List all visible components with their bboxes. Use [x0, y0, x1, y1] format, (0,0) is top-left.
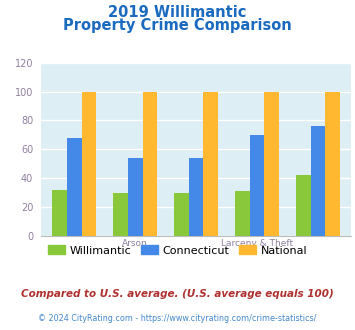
- Text: © 2024 CityRating.com - https://www.cityrating.com/crime-statistics/: © 2024 CityRating.com - https://www.city…: [38, 314, 317, 323]
- Bar: [174, 193, 189, 236]
- Bar: [325, 91, 340, 236]
- Text: Property Crime Comparison: Property Crime Comparison: [63, 18, 292, 33]
- Bar: [296, 175, 311, 236]
- Bar: [143, 91, 157, 236]
- Bar: [203, 91, 218, 236]
- Text: Compared to U.S. average. (U.S. average equals 100): Compared to U.S. average. (U.S. average …: [21, 289, 334, 299]
- Text: 2019 Willimantic: 2019 Willimantic: [108, 5, 247, 20]
- Bar: [311, 126, 325, 236]
- Bar: [250, 135, 264, 236]
- Bar: [82, 91, 96, 236]
- Bar: [128, 158, 143, 236]
- Bar: [113, 193, 128, 236]
- Bar: [189, 158, 203, 236]
- Bar: [235, 191, 250, 236]
- Bar: [67, 138, 82, 236]
- Legend: Willimantic, Connecticut, National: Willimantic, Connecticut, National: [43, 241, 312, 260]
- Bar: [264, 91, 279, 236]
- Bar: [53, 190, 67, 236]
